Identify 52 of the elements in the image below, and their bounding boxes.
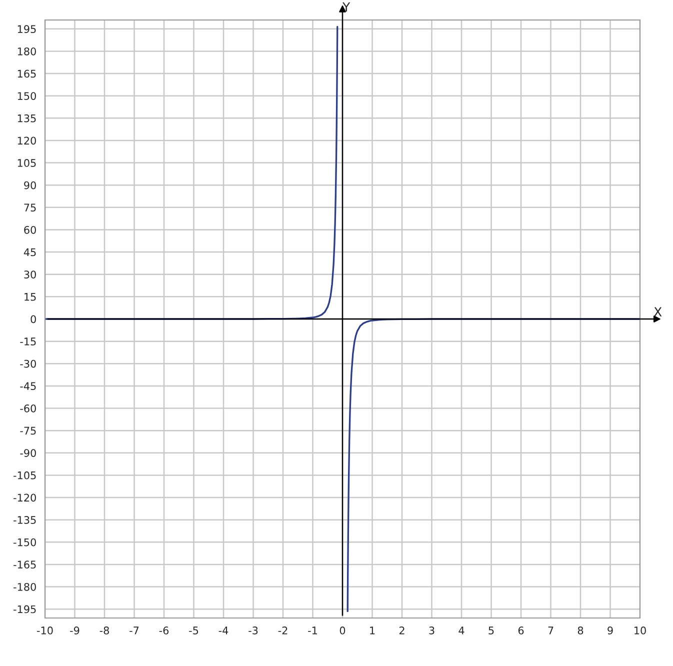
y-tick-label: -180 bbox=[14, 582, 36, 591]
y-tick-label: -60 bbox=[20, 404, 36, 412]
y-tick-label: -45 bbox=[20, 382, 36, 390]
y-axis-title: Y bbox=[342, 2, 350, 12]
y-tick-label: -120 bbox=[14, 494, 36, 502]
y-tick-label: -75 bbox=[20, 426, 36, 435]
x-tick-label: -9 bbox=[70, 626, 80, 634]
x-tick-label: 6 bbox=[518, 626, 524, 634]
y-tick-label: 60 bbox=[24, 226, 36, 234]
y-tick-label: -135 bbox=[14, 516, 36, 524]
x-tick-label: 2 bbox=[399, 626, 404, 634]
x-tick-label: 8 bbox=[578, 626, 584, 634]
x-tick-label: -1 bbox=[308, 626, 317, 634]
x-tick-label: 0 bbox=[340, 626, 346, 634]
y-tick-label: 165 bbox=[18, 70, 36, 78]
y-tick-label: 195 bbox=[18, 25, 36, 34]
y-tick-label: -165 bbox=[14, 560, 36, 569]
x-tick-label: 1 bbox=[370, 626, 375, 634]
y-tick-label: 120 bbox=[18, 136, 36, 145]
x-tick-label: -6 bbox=[159, 626, 169, 634]
x-tick-label: 7 bbox=[548, 626, 554, 634]
x-axis-title: X bbox=[654, 307, 662, 316]
y-tick-label: -90 bbox=[20, 449, 36, 457]
y-tick-label: 75 bbox=[24, 204, 36, 212]
y-tick-label: 180 bbox=[18, 47, 36, 56]
y-tick-label: -105 bbox=[14, 471, 36, 480]
x-tick-label: -4 bbox=[218, 626, 228, 634]
y-tick-label: -150 bbox=[14, 538, 36, 546]
y-tick-label: -195 bbox=[14, 605, 36, 614]
y-tick-label: 15 bbox=[24, 293, 36, 301]
y-tick-label: -15 bbox=[20, 338, 36, 346]
x-tick-label: -5 bbox=[189, 626, 198, 634]
y-tick-label: 135 bbox=[18, 114, 36, 122]
x-tick-label: -2 bbox=[278, 626, 288, 634]
line-series bbox=[45, 26, 338, 320]
x-tick-label: 5 bbox=[488, 626, 494, 634]
y-tick-label: -30 bbox=[20, 360, 36, 368]
x-tick-label: 10 bbox=[634, 626, 646, 634]
y-tick-label: 30 bbox=[24, 270, 36, 278]
x-tick-label: 4 bbox=[458, 626, 464, 634]
x-tick-label: -10 bbox=[37, 626, 53, 634]
y-tick-label: 90 bbox=[24, 181, 36, 190]
y-tick-label: 0 bbox=[30, 315, 36, 324]
x-tick-label: -8 bbox=[100, 626, 109, 634]
y-tick-label: 45 bbox=[24, 248, 36, 256]
x-tick-label: -3 bbox=[248, 626, 258, 634]
line-series bbox=[346, 318, 640, 612]
x-tick-label: 9 bbox=[608, 626, 613, 634]
x-tick-label: 3 bbox=[429, 626, 434, 634]
y-tick-label: 105 bbox=[18, 159, 36, 167]
x-tick-label: -7 bbox=[130, 626, 139, 634]
y-tick-label: 150 bbox=[18, 92, 36, 100]
